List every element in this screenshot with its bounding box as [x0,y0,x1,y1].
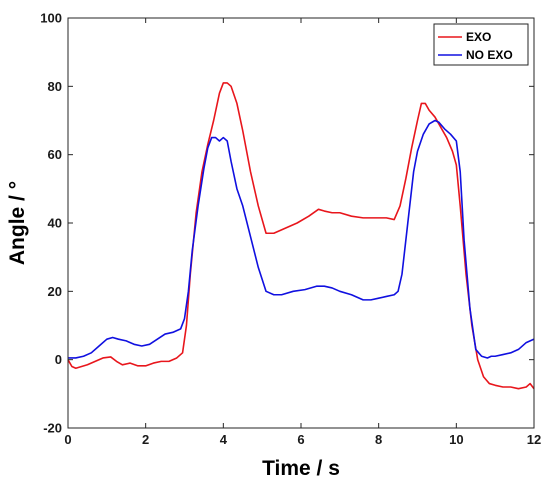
y-tick-label: -20 [43,421,62,436]
y-axis-title: Angle / ° [6,181,29,265]
legend-label-no-exo: NO EXO [466,48,513,62]
plot-frame [67,17,535,429]
x-tick-label: 2 [142,432,149,447]
x-tick-label: 12 [527,432,541,447]
legend-box [433,23,529,66]
x-tick-label: 6 [297,432,304,447]
y-tick-label: 40 [48,216,62,231]
x-tick-label: 8 [375,432,382,447]
series-line-no-exo [68,119,535,359]
legend: EXO NO EXO [433,23,529,66]
y-tick-label: 20 [48,284,62,299]
series-layer [67,82,535,390]
y-tick-label: 80 [48,79,62,94]
x-tick-label: 0 [64,432,71,447]
y-tick-label: 60 [48,147,62,162]
x-axis-title: Time / s [262,457,340,480]
legend-label-exo: EXO [466,30,491,44]
x-tick-label: 10 [449,432,463,447]
y-tick-label: 100 [40,11,62,26]
x-tick-label: 4 [220,432,228,447]
plot-area [68,18,534,428]
series-line-exo [67,82,535,390]
y-tick-label: 0 [55,352,62,367]
